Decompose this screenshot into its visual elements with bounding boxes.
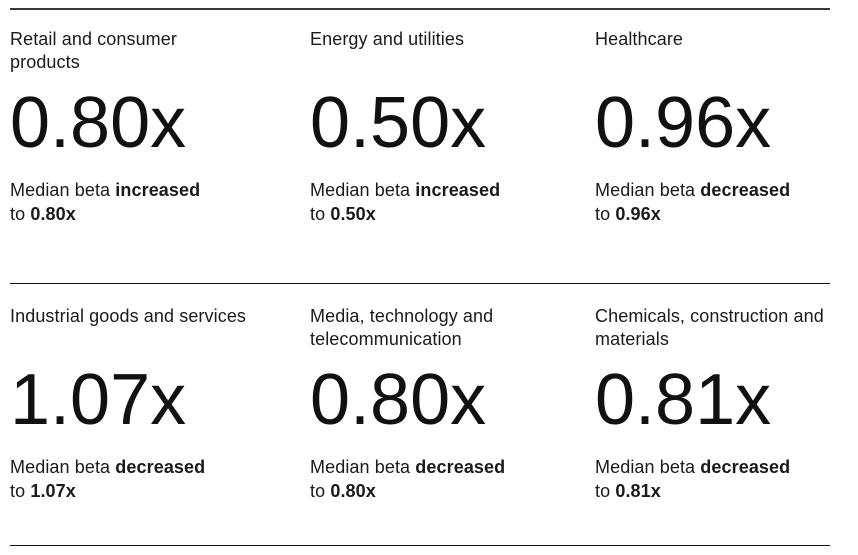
stat-row-1: Retail and consumer products 0.80x Media…	[10, 10, 830, 283]
card-value: 0.80x	[310, 360, 487, 440]
card-caption: Median beta increased to 0.50x	[310, 178, 560, 226]
card-value: 1.07x	[10, 360, 187, 440]
caption-value: 0.80x	[30, 204, 76, 224]
card-caption: Median beta decreased to 0.96x	[595, 178, 830, 226]
top-rule	[10, 8, 830, 10]
caption-lead: Median beta	[595, 180, 696, 200]
bottom-rule	[10, 545, 830, 546]
caption-direction: decreased	[700, 457, 791, 477]
card-caption: Median beta decreased to 1.07x	[10, 455, 260, 503]
card-title: Chemicals, construction and materials	[595, 306, 824, 349]
caption-lead: Median beta	[10, 180, 111, 200]
caption-lead: Median beta	[595, 457, 696, 477]
caption-to: to	[595, 204, 611, 224]
caption-value: 0.80x	[330, 481, 376, 501]
caption-lead: Median beta	[10, 457, 111, 477]
card-title: Industrial goods and services	[10, 306, 247, 326]
card-value: 0.50x	[310, 83, 487, 163]
card-title: Media, technology and telecommunication	[310, 306, 494, 349]
caption-lead: Median beta	[310, 457, 411, 477]
card-value: 0.81x	[595, 360, 772, 440]
caption-value: 0.81x	[615, 481, 661, 501]
card-caption: Median beta decreased to 0.81x	[595, 455, 830, 503]
caption-direction: decreased	[415, 457, 506, 477]
caption-direction: decreased	[700, 180, 791, 200]
stat-row-2: Industrial goods and services 1.07x Medi…	[10, 284, 830, 545]
caption-to: to	[10, 204, 26, 224]
stat-card-media-tech: Media, technology and telecommunication …	[310, 284, 595, 545]
card-caption: Median beta decreased to 0.80x	[310, 455, 560, 503]
caption-direction: decreased	[115, 457, 206, 477]
stat-card-chemicals: Chemicals, construction and materials 0.…	[595, 284, 830, 545]
middle-divider	[10, 283, 830, 284]
caption-to: to	[310, 204, 326, 224]
stat-card-healthcare: Healthcare 0.96x Median beta decreased t…	[595, 10, 830, 283]
caption-value: 0.50x	[330, 204, 376, 224]
card-value: 0.96x	[595, 83, 772, 163]
card-value: 0.80x	[10, 83, 187, 163]
card-title: Energy and utilities	[310, 29, 465, 49]
caption-to: to	[595, 481, 611, 501]
caption-to: to	[10, 481, 26, 501]
card-caption: Median beta increased to 0.80x	[10, 178, 260, 226]
stat-card-industrial: Industrial goods and services 1.07x Medi…	[10, 284, 310, 545]
stat-tiles-page: Retail and consumer products 0.80x Media…	[10, 8, 830, 546]
card-title: Healthcare	[595, 29, 684, 49]
caption-lead: Median beta	[310, 180, 411, 200]
caption-value: 0.96x	[615, 204, 661, 224]
stat-card-retail: Retail and consumer products 0.80x Media…	[10, 10, 310, 283]
caption-value: 1.07x	[30, 481, 76, 501]
stat-card-energy: Energy and utilities 0.50x Median beta i…	[310, 10, 595, 283]
caption-direction: increased	[415, 180, 501, 200]
card-title: Retail and consumer products	[10, 29, 177, 72]
caption-to: to	[310, 481, 326, 501]
caption-direction: increased	[115, 180, 201, 200]
